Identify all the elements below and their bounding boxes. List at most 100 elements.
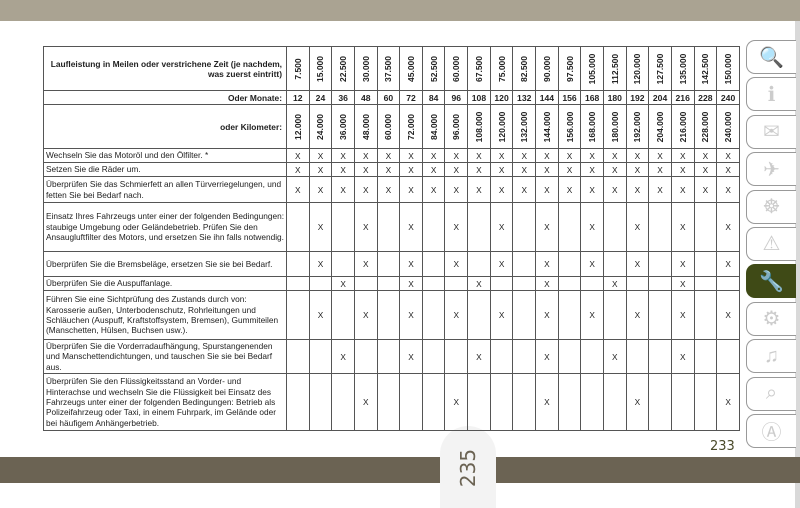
- interval-mark: X: [444, 290, 469, 340]
- interval-mark: X: [399, 251, 423, 277]
- task-label: Überprüfen Sie den Flüssigkeitsstand an …: [43, 373, 287, 432]
- interval-mark: [308, 373, 333, 432]
- months-header-row-cell: 60: [376, 90, 401, 105]
- table-row: Setzen Sie die Räder um. X X X X X X X X X X X X X X X X…: [43, 162, 740, 177]
- interval-mark: [648, 373, 672, 432]
- interval-mark: X: [670, 290, 695, 340]
- km-header-row: oder Kilometer: 12.000 24.000 36.000 48.000 6…: [43, 104, 740, 149]
- months-header-row-cell: 168: [580, 90, 604, 105]
- interval-mark: [286, 338, 310, 375]
- months-header-row-cell: 36: [331, 90, 355, 105]
- miles-header-row-value: 45.000: [406, 55, 417, 82]
- sidebar-tab-alphabetical-index[interactable]: Ⓐ: [746, 413, 796, 448]
- sidebar-tab-warning-light-message[interactable]: ✉: [746, 114, 796, 149]
- miles-header-row-value: 30.000: [360, 55, 371, 82]
- interval-mark: X: [353, 148, 378, 163]
- interval-mark: X: [376, 162, 401, 177]
- miles-header-row: Laufleistung in Meilen oder verstrichene…: [43, 46, 740, 91]
- interval-mark: [557, 373, 582, 432]
- interval-mark: X: [331, 338, 355, 375]
- interval-mark: X: [286, 162, 310, 177]
- interval-mark: X: [670, 276, 695, 291]
- miles-header-row-cell: 75.000: [489, 46, 514, 91]
- interval-mark: [512, 338, 537, 375]
- interval-mark: [602, 373, 627, 432]
- interval-mark: X: [670, 176, 695, 203]
- km-header-row-cell: 228.000: [693, 104, 718, 149]
- task-label: Wechseln Sie das Motoröl und den Ölfilte…: [43, 148, 287, 163]
- sidebar-tab-car-wrench[interactable]: 🔧: [746, 264, 796, 299]
- interval-mark: X: [602, 162, 627, 177]
- km-header-row-cell: 24.000: [308, 104, 333, 149]
- interval-mark: [648, 338, 672, 375]
- km-header-row-cell: 60.000: [376, 104, 401, 149]
- interval-mark: X: [399, 148, 423, 163]
- interval-mark: [308, 338, 333, 375]
- interval-mark: [353, 338, 378, 375]
- interval-mark: [489, 373, 514, 432]
- months-header-row-cell: 24: [308, 90, 333, 105]
- sidebar-tab-search[interactable]: ⌕: [746, 376, 796, 411]
- car-warning-triangle-icon: ⚠: [762, 233, 781, 256]
- interval-mark: [444, 276, 469, 291]
- interval-mark: [467, 202, 491, 252]
- interval-mark: [602, 251, 627, 277]
- months-header-row-cell: 156: [557, 90, 582, 105]
- interval-mark: [286, 251, 310, 277]
- interval-mark: X: [580, 148, 604, 163]
- sidebar-tab-airbag-seat[interactable]: ✈: [746, 152, 796, 187]
- interval-mark: [353, 276, 378, 291]
- interval-mark: X: [308, 251, 333, 277]
- interval-mark: X: [489, 148, 514, 163]
- interval-mark: X: [580, 202, 604, 252]
- months-header-row-cell: 96: [444, 90, 469, 105]
- interval-mark: [376, 251, 401, 277]
- km-header-row-value: 12.000: [292, 113, 303, 140]
- interval-mark: X: [353, 162, 378, 177]
- interval-mark: X: [444, 162, 469, 177]
- km-header-row-cell: 36.000: [331, 104, 355, 149]
- interval-mark: X: [693, 148, 718, 163]
- interval-mark: X: [399, 290, 423, 340]
- interval-mark: X: [602, 338, 627, 375]
- interval-mark: [489, 276, 514, 291]
- interval-mark: [421, 202, 446, 252]
- chapter-sidebar: 🔍 ℹ ✉ ✈ ☸ ⚠ 🔧 ⚙ ♫ ⌕ Ⓐ: [746, 40, 796, 451]
- interval-mark: X: [489, 162, 514, 177]
- interval-mark: X: [625, 202, 650, 252]
- sidebar-tab-car-search[interactable]: 🔍: [746, 40, 796, 74]
- sidebar-tab-car-info[interactable]: ℹ: [746, 77, 796, 112]
- miles-header-row-value: 15.000: [315, 55, 326, 82]
- interval-mark: X: [580, 162, 604, 177]
- page-tab[interactable]: 235: [440, 426, 496, 508]
- interval-mark: X: [512, 176, 537, 203]
- sidebar-tab-multimedia[interactable]: ♫: [746, 339, 796, 374]
- sidebar-tab-document-settings[interactable]: ⚙: [746, 301, 796, 336]
- months-header-row-cell: 204: [648, 90, 672, 105]
- interval-mark: [331, 290, 355, 340]
- interval-mark: X: [467, 176, 491, 203]
- interval-mark: [467, 290, 491, 340]
- task-label: Setzen Sie die Räder um.: [43, 162, 287, 177]
- interval-mark: X: [489, 290, 514, 340]
- miles-header-row-cell: 15.000: [308, 46, 333, 91]
- task-label: Führen Sie eine Sichtprüfung des Zustand…: [43, 290, 287, 340]
- interval-mark: [376, 373, 401, 432]
- interval-mark: X: [444, 176, 469, 203]
- interval-mark: X: [602, 176, 627, 203]
- interval-mark: X: [353, 373, 378, 432]
- interval-mark: [625, 276, 650, 291]
- sidebar-tab-key-steering-wheel[interactable]: ☸: [746, 189, 796, 224]
- miles-header-row-value: 75.000: [496, 55, 507, 82]
- miles-header-row-value: 127.500: [655, 53, 666, 84]
- sidebar-tab-car-warning-triangle[interactable]: ⚠: [746, 226, 796, 261]
- miles-header-row-value: 120.000: [632, 53, 643, 84]
- interval-mark: X: [399, 162, 423, 177]
- km-header-row-cell: 96.000: [444, 104, 469, 149]
- km-header-row-value: 108.000: [473, 111, 484, 142]
- interval-mark: [286, 290, 310, 340]
- interval-mark: X: [444, 373, 469, 432]
- interval-mark: X: [670, 148, 695, 163]
- interval-mark: [648, 290, 672, 340]
- months-header-row-cell: 48: [353, 90, 378, 105]
